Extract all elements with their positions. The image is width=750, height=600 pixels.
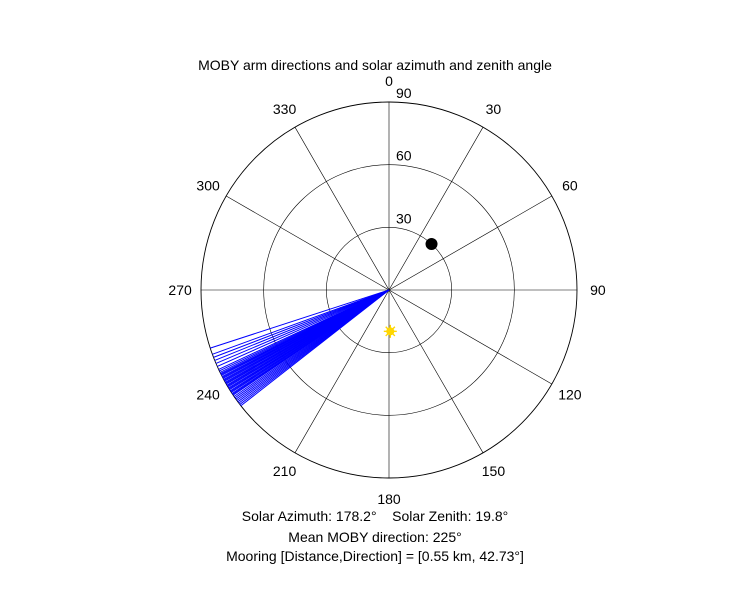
theta-label-210: 210 (273, 463, 297, 479)
mooring-marker (425, 237, 438, 250)
theta-label-330: 330 (273, 101, 297, 117)
polar-grid (200, 101, 578, 479)
arm-line-38 (213, 289, 390, 358)
mooring-caption: Mooring [Distance,Direction] = [0.55 km,… (226, 548, 524, 564)
r-label-30: 30 (396, 210, 412, 226)
spoke-60 (388, 195, 552, 291)
theta-label-0: 0 (385, 73, 393, 89)
spoke-150 (388, 289, 484, 453)
chart-title: MOBY arm directions and solar azimuth an… (198, 57, 552, 73)
arm-line-37 (214, 289, 390, 361)
theta-label-90: 90 (590, 282, 606, 298)
theta-label-150: 150 (482, 463, 506, 479)
mean-direction-caption: Mean MOBY direction: 225° (288, 529, 462, 545)
r-label-90: 90 (396, 85, 412, 101)
ring-30 (326, 227, 452, 353)
markers (383, 237, 438, 338)
sun-disc (386, 327, 395, 336)
arm-line-35 (217, 289, 390, 367)
sun-icon (383, 324, 397, 338)
solar-angles-caption: Solar Azimuth: 178.2° Solar Zenith: 19.8… (241, 508, 509, 524)
arm-line-40 (210, 289, 390, 349)
theta-label-270: 270 (168, 282, 192, 298)
theta-label-240: 240 (196, 386, 220, 402)
spoke-210 (294, 289, 390, 453)
moby-arm-lines (210, 289, 390, 407)
theta-label-30: 30 (486, 101, 502, 117)
r-label-60: 60 (396, 148, 412, 164)
spoke-120 (388, 289, 552, 385)
ring-90 (200, 101, 578, 479)
theta-label-60: 60 (562, 178, 578, 194)
arm-line-39 (212, 289, 390, 355)
spoke-330 (294, 127, 390, 291)
theta-label-300: 300 (196, 178, 220, 194)
arm-line-36 (215, 289, 390, 364)
theta-label-120: 120 (558, 386, 582, 402)
spoke-30 (388, 127, 484, 291)
spoke-300 (226, 195, 390, 291)
ring-60 (263, 164, 515, 416)
arm-line-34 (218, 289, 390, 370)
tick-labels: 0 30 60 90 120 150 180 210 240 270 300 330 30 60 90 (168, 73, 605, 507)
theta-label-180: 180 (377, 491, 401, 507)
